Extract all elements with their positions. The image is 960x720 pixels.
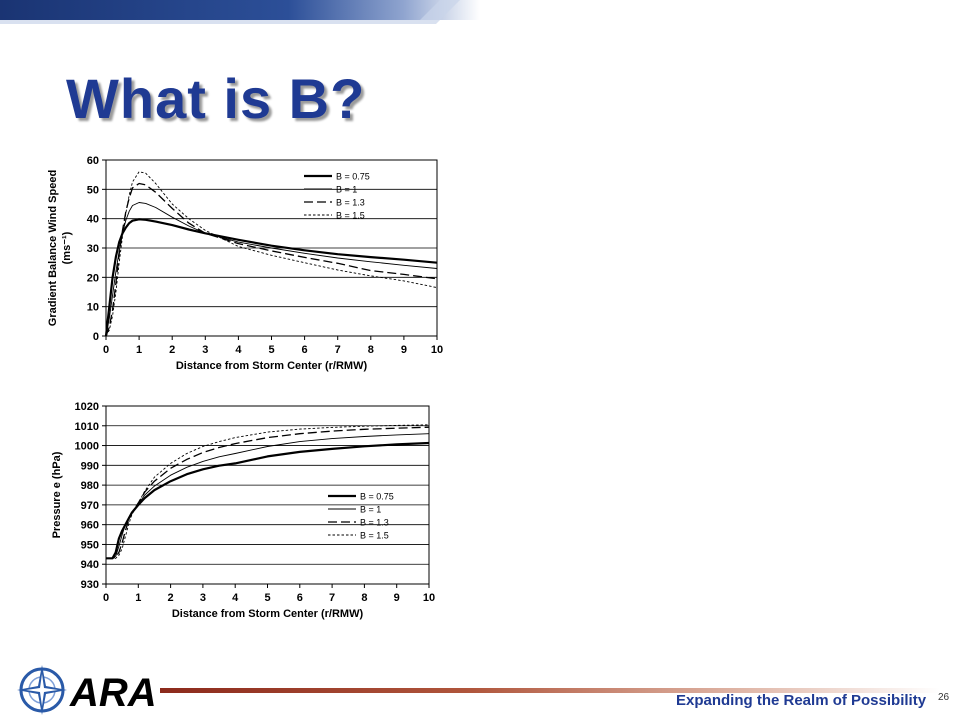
y-tick-label: 10 [87,302,99,314]
pressure-chart: 930 940 950 960 970 980 990 1000 1010 1020 0 1 2 3 4 5 6… [51,401,435,620]
legend-label: B = 1 [336,185,357,195]
x-tick-label: 5 [264,592,270,604]
ara-logo-text: ARA [69,671,157,715]
y-tick-label: 960 [81,520,99,532]
y-axis-title: Pressure e (hPa) [51,451,63,538]
y-tick-label: 60 [87,155,99,167]
x-tick-label: 10 [423,592,435,604]
legend-label: B = 0.75 [360,492,394,502]
x-axis-title: Distance from Storm Center (r/RMW) [172,608,364,620]
footer-divider [160,688,940,693]
legend-label: B = 1.3 [336,198,365,208]
y-tick-label: 940 [81,559,99,571]
series-line [106,433,430,559]
y-tick-label: 990 [81,460,99,472]
y-tick-label: 40 [87,214,99,226]
x-tick-label: 8 [361,592,367,604]
x-tick-label: 9 [394,592,400,604]
y-axis-title: (ms⁻¹) [61,231,73,264]
y-tick-label: 970 [81,500,99,512]
page-number: 26 [938,692,950,703]
series-line [105,202,438,337]
series-line [106,441,430,560]
y-tick-label: 1000 [75,441,99,453]
y-axis-title: Gradient Balance Wind Speed [47,170,59,326]
wind-speed-chart: 0 10 20 30 40 50 60 0 1 2 3 4 5 6 7 8 9 10 Distance from S… [47,155,443,372]
x-tick-label: 10 [431,344,443,356]
x-tick-label: 1 [135,592,141,604]
x-tick-label: 7 [329,592,335,604]
x-tick-label: 3 [200,592,206,604]
header-decoration [0,0,960,24]
x-axis-title: Distance from Storm Center (r/RMW) [176,360,368,372]
x-tick-label: 7 [335,344,341,356]
x-tick-label: 2 [169,344,175,356]
y-tick-label: 930 [81,579,99,591]
y-tick-label: 30 [87,243,99,255]
y-tick-label: 1020 [75,401,99,413]
x-tick-label: 5 [268,344,274,356]
x-tick-label: 1 [136,344,142,356]
x-tick-label: 4 [232,592,239,604]
x-tick-label: 9 [401,344,407,356]
y-tick-label: 0 [93,331,99,343]
series-line [104,218,438,337]
legend-label: B = 0.75 [336,172,370,182]
series-line [106,426,430,559]
x-tick-label: 8 [368,344,374,356]
legend-label: B = 1.5 [360,531,389,541]
legend-label: B = 1 [360,505,381,515]
x-tick-label: 3 [202,344,208,356]
y-tick-label: 950 [81,539,99,551]
y-tick-label: 20 [87,272,99,284]
y-tick-label: 1010 [75,421,99,433]
ara-logo: ARA [17,665,157,715]
legend-label: B = 1.3 [360,518,389,528]
legend-label: B = 1.5 [336,211,365,221]
y-tick-label: 980 [81,480,99,492]
x-tick-label: 0 [103,592,109,604]
x-tick-label: 6 [297,592,303,604]
y-tick-label: 50 [87,184,99,196]
footer-tagline: Expanding the Realm of Possibility [676,692,927,709]
series-line [105,182,438,337]
x-tick-label: 0 [103,344,109,356]
x-tick-label: 2 [168,592,174,604]
slide-title: What is B? [66,67,366,130]
x-tick-label: 6 [302,344,308,356]
x-tick-label: 4 [235,344,242,356]
series-line [105,171,438,337]
